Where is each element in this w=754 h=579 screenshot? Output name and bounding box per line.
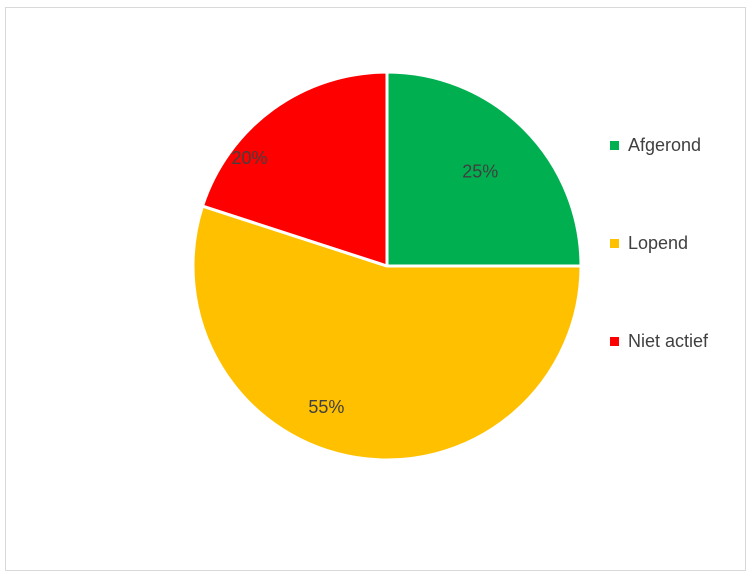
- data-label-lopend: 55%: [308, 397, 344, 417]
- legend-label-afgerond: Afgerond: [628, 135, 701, 155]
- legend-swatch-afgerond: [610, 141, 619, 150]
- data-labels: 25% 55% 20%: [231, 148, 498, 417]
- legend-swatch-niet-actief: [610, 337, 619, 346]
- legend-swatch-lopend: [610, 239, 619, 248]
- pie-slices: [191, 70, 583, 462]
- legend-label-lopend: Lopend: [628, 233, 688, 253]
- data-label-afgerond: 25%: [462, 161, 498, 181]
- legend-label-niet-actief: Niet actief: [628, 331, 709, 351]
- pie-slice-afgerond: [385, 70, 583, 268]
- data-label-niet-actief: 20%: [231, 148, 267, 168]
- legend: Afgerond Lopend Niet actief: [610, 135, 709, 351]
- pie-slice-niet-actief: [200, 70, 389, 268]
- pie-slice-lopend: [191, 204, 583, 462]
